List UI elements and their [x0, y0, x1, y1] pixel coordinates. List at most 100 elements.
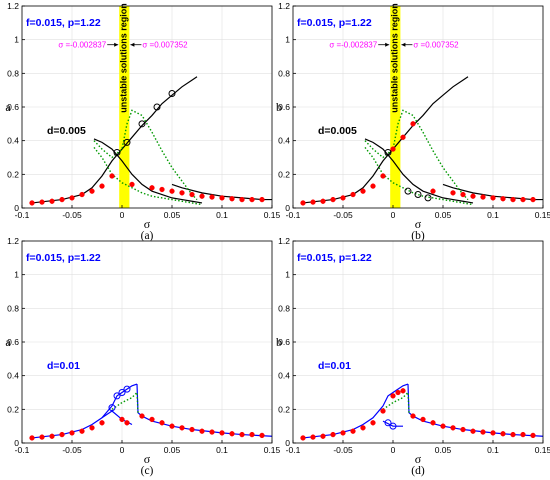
band-label: unstable solutions region	[119, 3, 129, 113]
red-marker-point	[320, 433, 326, 439]
sigma-left-arrowhead	[114, 42, 119, 47]
unstable-region-band	[390, 6, 401, 208]
stable-branch-curve	[364, 138, 474, 204]
red-marker-point	[360, 188, 366, 194]
y-tick-label: 0.8	[278, 68, 290, 78]
red-marker-point	[129, 181, 135, 188]
panel-caption: (a)	[141, 230, 154, 242]
panel-caption: (b)	[411, 230, 425, 242]
chart-panel-a: unstable solutions region σ =-0.002837 σ =…	[5, 1, 280, 242]
red-marker-point	[99, 183, 105, 189]
params-annotation: f=0.015, p=1.22	[297, 252, 372, 264]
red-marker-point	[179, 190, 185, 196]
red-marker-point	[430, 188, 436, 194]
red-marker-point	[39, 199, 45, 205]
chart-panel-c: -0.1 -0.05 0 0.05 0.1 0.15 0 0.2 0.4 0.6 0.8 1 1.2 σ a…	[5, 236, 280, 477]
red-marker-point	[229, 196, 235, 202]
red-marker-point	[179, 425, 185, 431]
open-marker-point	[168, 90, 176, 98]
y-tick-label: 1.2	[278, 1, 290, 11]
red-marker-point	[480, 194, 486, 200]
red-marker-point	[460, 426, 466, 433]
red-marker-point	[490, 195, 496, 201]
open-marker-point	[108, 404, 116, 412]
red-marker-point	[219, 195, 225, 201]
y-axis-label: b	[276, 100, 282, 114]
y-tick-label: 0.6	[278, 102, 290, 112]
red-marker-point	[470, 428, 476, 434]
x-tick-label: 0.05	[435, 445, 452, 455]
red-marker-point	[29, 435, 35, 441]
red-marker-point	[99, 420, 105, 426]
sigma-right-label: σ =0.007352	[142, 41, 188, 50]
red-marker-point	[380, 408, 386, 414]
open-marker-point	[123, 138, 131, 146]
x-tick-label: 0.1	[216, 210, 228, 220]
y-tick-label: 0.8	[7, 303, 19, 313]
x-tick-label: 0.05	[164, 445, 181, 455]
red-marker-point	[159, 186, 165, 193]
x-tick-label: 0.1	[487, 210, 499, 220]
red-marker-point	[530, 196, 536, 203]
red-marker-point	[159, 420, 165, 426]
red-marker-point	[29, 200, 35, 206]
params-annotation: f=0.015, p=1.22	[297, 17, 372, 29]
red-marker-point	[59, 431, 65, 438]
red-marker-point	[450, 425, 456, 431]
red-marker-point	[400, 134, 406, 140]
y-tick-label: 1.2	[278, 236, 290, 246]
red-marker-point	[249, 431, 255, 438]
sigma-right-arrowhead	[401, 42, 406, 47]
panel-caption: (c)	[141, 465, 154, 477]
red-marker-point	[69, 195, 75, 201]
y-axis-label: a	[5, 335, 11, 349]
x-tick-label: -0.1	[15, 445, 30, 455]
x-tick-label: 0.15	[535, 445, 550, 455]
red-marker-point	[400, 388, 406, 394]
red-marker-point	[360, 425, 366, 431]
y-tick-label: 1	[285, 35, 290, 45]
red-marker-point	[249, 196, 255, 203]
red-marker-point	[440, 423, 446, 429]
red-marker-point	[239, 431, 245, 438]
red-marker-point	[49, 198, 55, 204]
red-marker-point	[510, 431, 516, 438]
red-marker-point	[340, 195, 346, 201]
x-tick-label: -0.05	[333, 445, 353, 455]
y-tick-label: 1	[14, 270, 19, 280]
red-marker-point	[520, 431, 526, 438]
x-axis-label: σ	[415, 452, 422, 466]
y-tick-label: 0	[14, 203, 19, 213]
red-marker-point	[320, 198, 326, 204]
x-tick-label: -0.05	[62, 445, 82, 455]
open-marker-point	[389, 422, 397, 430]
red-marker-point	[79, 191, 85, 198]
y-tick-label: 1.2	[7, 1, 19, 11]
red-marker-point	[79, 428, 85, 434]
x-tick-label: -0.1	[286, 210, 301, 220]
y-tick-label: 0.8	[7, 68, 19, 78]
x-tick-label: 0.05	[435, 210, 452, 220]
panel-caption: (d)	[411, 465, 425, 477]
red-marker-point	[470, 193, 476, 199]
red-marker-point	[189, 426, 195, 433]
red-marker-point	[450, 190, 456, 196]
red-marker-point	[480, 429, 486, 435]
red-marker-point	[149, 185, 155, 191]
red-marker-point	[49, 433, 55, 439]
x-tick-label: 0	[120, 445, 125, 455]
red-marker-point	[510, 196, 516, 203]
x-tick-label: 0	[391, 445, 396, 455]
y-axis-label: a	[5, 100, 11, 114]
open-marker-point	[424, 194, 432, 202]
y-tick-label: 0.4	[278, 371, 290, 381]
x-tick-label: 0.15	[264, 210, 281, 220]
unstable-branch-curve	[111, 390, 139, 413]
red-marker-point	[189, 191, 195, 198]
y-tick-label: 0.8	[278, 303, 290, 313]
red-marker-point	[410, 121, 416, 127]
red-marker-point	[500, 196, 506, 202]
red-marker-point	[209, 194, 215, 200]
red-marker-point	[39, 434, 45, 440]
